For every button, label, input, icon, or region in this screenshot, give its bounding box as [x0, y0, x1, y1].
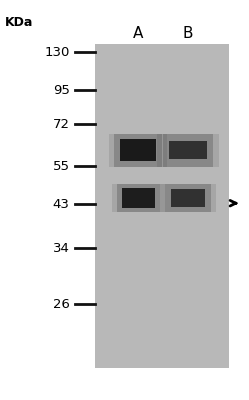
- Text: 55: 55: [53, 160, 70, 172]
- Text: 34: 34: [53, 242, 70, 254]
- Bar: [109, 134, 168, 166]
- Bar: [114, 134, 162, 166]
- Bar: [117, 184, 160, 212]
- Bar: [122, 188, 155, 208]
- Text: B: B: [183, 26, 193, 42]
- Bar: [95, 44, 229, 368]
- Bar: [165, 184, 211, 212]
- Text: 26: 26: [53, 298, 70, 310]
- Text: 72: 72: [53, 118, 70, 130]
- Bar: [112, 184, 165, 212]
- Bar: [120, 139, 157, 161]
- Bar: [169, 141, 207, 159]
- Bar: [163, 134, 213, 166]
- Text: 43: 43: [53, 198, 70, 210]
- Text: A: A: [133, 26, 143, 42]
- Text: KDa: KDa: [5, 16, 33, 29]
- Bar: [160, 184, 216, 212]
- Bar: [157, 134, 219, 166]
- Text: 95: 95: [53, 84, 70, 96]
- Text: 130: 130: [44, 46, 70, 58]
- Bar: [171, 189, 205, 207]
